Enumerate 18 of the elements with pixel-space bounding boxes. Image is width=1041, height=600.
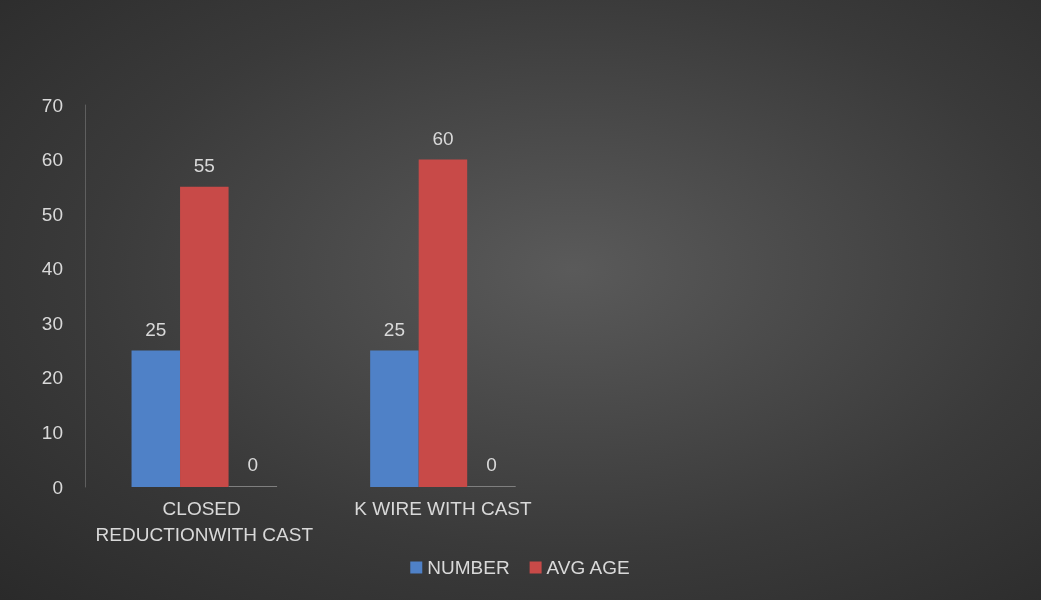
y-tick-label: 40 — [41, 258, 63, 280]
data-label: 0 — [247, 454, 259, 475]
data-label: 55 — [193, 154, 215, 176]
data-label: 25 — [383, 318, 405, 340]
y-tick-label: 50 — [41, 203, 63, 225]
y-tick-label: 0 — [52, 476, 63, 498]
data-label: 25 — [145, 318, 167, 340]
x-tick-label: CLOSED REDUCTIONWITH CAST — [95, 497, 314, 545]
y-tick-label: 70 — [41, 94, 63, 116]
y-tick-label: 30 — [41, 312, 63, 334]
legend-label: NUMBER — [427, 557, 510, 578]
y-tick-label: 10 — [41, 421, 63, 443]
y-tick-label: 60 — [41, 149, 63, 171]
data-label: 0 — [486, 454, 497, 475]
legend-label: AVG AGE — [546, 557, 630, 578]
x-tick-label: K WIRE WITH CAST — [354, 497, 532, 519]
y-tick-label: 20 — [41, 367, 63, 389]
data-label: 60 — [432, 127, 454, 149]
